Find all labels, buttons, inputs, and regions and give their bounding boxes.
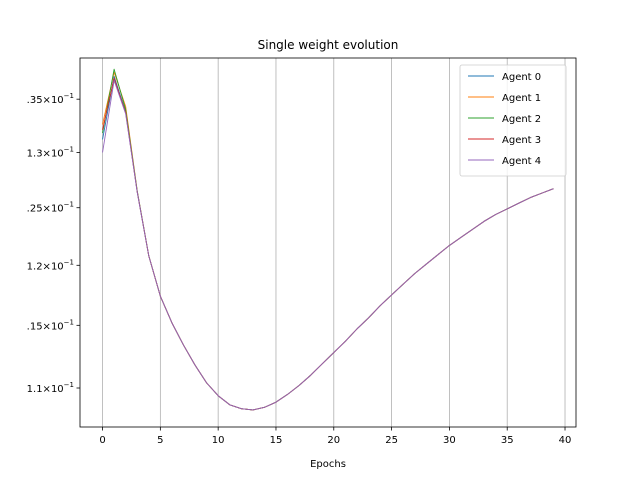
- y-tick-label: .35×10−1: [27, 92, 74, 106]
- legend-label-agent-0: Agent 0: [502, 72, 541, 83]
- x-tick-label: 20: [327, 435, 340, 446]
- legend-label-agent-4: Agent 4: [502, 156, 541, 167]
- x-tick-label: 10: [212, 435, 225, 446]
- x-tick-label: 35: [501, 435, 514, 446]
- x-tick-label: 30: [443, 435, 456, 446]
- x-tick-label: 0: [99, 435, 105, 446]
- legend: Agent 0 Agent 1 Agent 2 Agent 3 Agent 4: [459, 64, 567, 177]
- legend-label-agent-1: Agent 1: [502, 93, 541, 104]
- axes-frame: [79, 57, 577, 428]
- series-line-agent-4: [102, 80, 554, 411]
- x-tick-label: 15: [270, 435, 283, 446]
- y-tick-label: .15×10−1: [27, 318, 74, 332]
- legend-box: [459, 64, 567, 177]
- y-tick-label: 1.2×10−1: [27, 258, 74, 272]
- series-lines: [102, 68, 554, 411]
- y-axis: 1.1×10−1 .15×10−1 1.2×10−1 .25×10−1 1.3×10−1…: [27, 92, 80, 395]
- y-tick-label: .25×10−1: [27, 201, 74, 215]
- x-axis-label: Epochs: [310, 459, 346, 470]
- legend-label-agent-2: Agent 2: [502, 114, 541, 125]
- y-tick-label: 1.1×10−1: [27, 381, 74, 395]
- x-tick-label: 25: [385, 435, 398, 446]
- chart-title: Single weight evolution: [258, 38, 399, 52]
- legend-label-agent-3: Agent 3: [502, 135, 541, 146]
- x-tick-label: 40: [559, 435, 572, 446]
- x-axis: 0 5 10 15 20 25 30 35 40: [99, 427, 571, 446]
- x-tick-label: 5: [157, 435, 163, 446]
- y-tick-label: 1.3×10−1: [27, 145, 74, 159]
